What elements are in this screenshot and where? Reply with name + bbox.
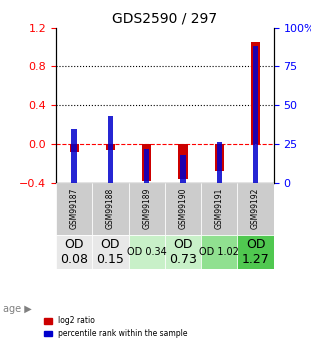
FancyBboxPatch shape xyxy=(92,235,128,269)
Legend: log2 ratio, percentile rank within the sample: log2 ratio, percentile rank within the s… xyxy=(41,313,191,341)
Bar xyxy=(216,142,222,183)
Bar xyxy=(215,144,224,171)
FancyBboxPatch shape xyxy=(92,183,128,235)
FancyBboxPatch shape xyxy=(165,235,201,269)
FancyBboxPatch shape xyxy=(56,183,92,235)
Text: GSM99188: GSM99188 xyxy=(106,188,115,229)
Text: GSM99191: GSM99191 xyxy=(215,188,224,229)
Text: GSM99189: GSM99189 xyxy=(142,188,151,229)
Bar xyxy=(108,116,113,183)
FancyBboxPatch shape xyxy=(201,235,237,269)
Title: GDS2590 / 297: GDS2590 / 297 xyxy=(112,11,217,25)
FancyBboxPatch shape xyxy=(128,183,165,235)
Text: GSM99190: GSM99190 xyxy=(179,188,188,229)
Bar xyxy=(251,42,260,144)
FancyBboxPatch shape xyxy=(165,183,201,235)
Text: OD
0.08: OD 0.08 xyxy=(60,238,88,266)
Bar xyxy=(253,46,258,183)
Text: OD
1.27: OD 1.27 xyxy=(242,238,269,266)
FancyBboxPatch shape xyxy=(56,235,92,269)
Text: age ▶: age ▶ xyxy=(3,304,32,314)
Bar xyxy=(142,144,151,181)
Text: OD
0.73: OD 0.73 xyxy=(169,238,197,266)
Text: GSM99192: GSM99192 xyxy=(251,188,260,229)
Bar xyxy=(70,144,79,152)
FancyBboxPatch shape xyxy=(237,183,274,235)
Text: GSM99187: GSM99187 xyxy=(70,188,79,229)
Bar xyxy=(180,155,186,183)
Bar xyxy=(179,144,188,179)
Text: OD 1.02: OD 1.02 xyxy=(199,247,239,257)
Bar xyxy=(106,144,115,150)
FancyBboxPatch shape xyxy=(128,235,165,269)
Bar xyxy=(144,149,149,183)
Text: OD 0.34: OD 0.34 xyxy=(127,247,167,257)
Bar xyxy=(72,128,77,183)
Text: OD
0.15: OD 0.15 xyxy=(96,238,124,266)
FancyBboxPatch shape xyxy=(237,235,274,269)
FancyBboxPatch shape xyxy=(201,183,237,235)
